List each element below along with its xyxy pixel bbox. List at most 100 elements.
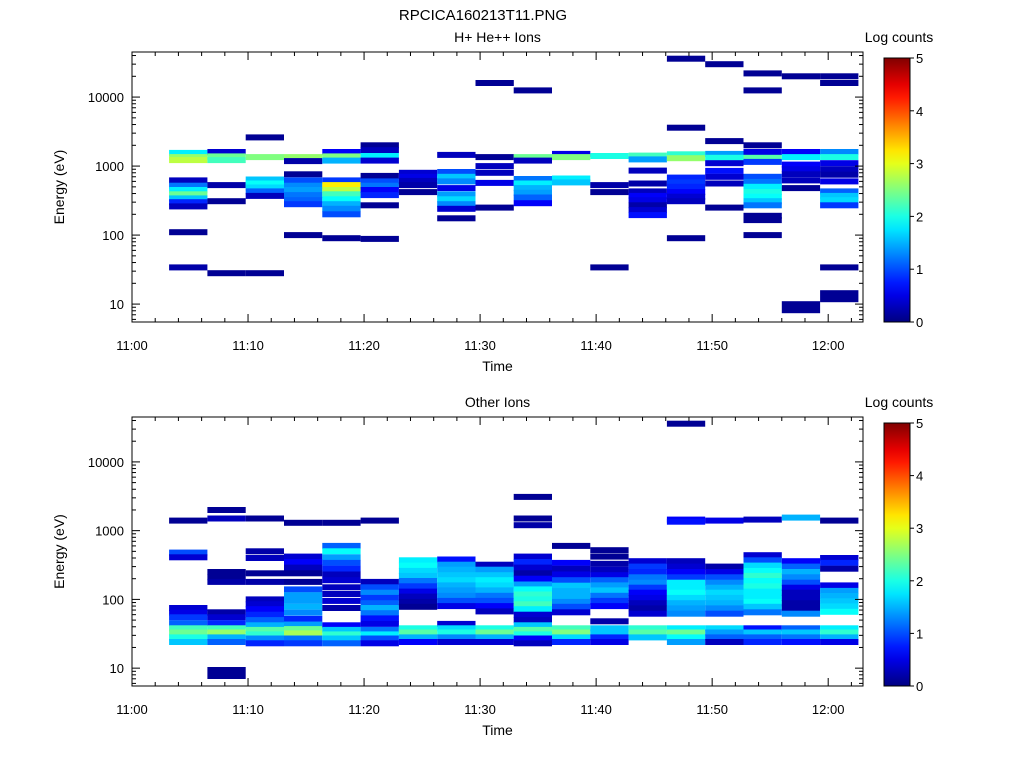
heatmap-cell xyxy=(590,182,629,189)
heatmap-cell xyxy=(360,631,399,638)
heatmap-cell xyxy=(743,578,782,584)
heatmap-cell xyxy=(666,189,706,196)
heatmap-cell xyxy=(743,178,782,185)
heatmap-cell xyxy=(743,567,782,574)
heatmap-cell xyxy=(475,80,514,86)
heatmap-cell xyxy=(245,188,284,195)
heatmap-cell xyxy=(590,264,629,271)
heatmap-cell xyxy=(169,549,208,556)
heatmap-cell xyxy=(513,570,552,577)
heatmap-cell xyxy=(513,564,552,571)
heatmap-cell xyxy=(743,593,782,600)
heatmap-cell xyxy=(666,610,706,617)
heatmap-cell xyxy=(552,639,591,645)
x-tick-label: 11:10 xyxy=(232,702,264,717)
heatmap-cell xyxy=(590,592,629,599)
heatmap-cell xyxy=(169,191,208,198)
heatmap-cell xyxy=(820,555,859,561)
heatmap-cell xyxy=(705,180,744,187)
heatmap-cell xyxy=(360,620,399,627)
heatmap-cell xyxy=(207,639,246,645)
heatmap-cell xyxy=(207,614,246,621)
heatmap-cell xyxy=(475,204,514,211)
heatmap-cell xyxy=(820,565,859,572)
y-tick-label: 10 xyxy=(110,297,124,312)
heatmap-cell xyxy=(666,600,706,607)
heatmap-cell xyxy=(781,563,821,570)
heatmap-cell xyxy=(437,556,476,563)
heatmap-cell xyxy=(475,561,514,568)
heatmap-cell xyxy=(781,177,821,184)
heatmap-cell xyxy=(552,179,591,186)
heatmap-cell xyxy=(245,548,284,555)
x-tick-label: 11:20 xyxy=(348,338,380,353)
heatmap-cell xyxy=(398,182,438,189)
heatmap-cell xyxy=(666,151,706,158)
panel-title: Other Ions xyxy=(465,394,530,410)
heatmap-cell xyxy=(322,196,361,203)
heatmap-cell xyxy=(628,600,667,607)
heatmap-cell xyxy=(398,583,438,590)
heatmap-cell xyxy=(245,611,284,618)
heatmap-cell xyxy=(284,559,323,565)
heatmap-cell xyxy=(513,185,552,192)
x-tick-label: 11:40 xyxy=(580,702,612,717)
heatmap-cell xyxy=(552,154,591,161)
heatmap-cell xyxy=(322,635,361,642)
heatmap-cell xyxy=(284,570,323,577)
heatmap-cell xyxy=(628,605,667,612)
heatmap-cell xyxy=(322,182,361,189)
heatmap-cell xyxy=(628,584,667,591)
x-tick-label: 12:00 xyxy=(812,702,845,717)
heatmap-cell xyxy=(590,625,629,632)
figure-title: RPCICA160213T11.PNG xyxy=(399,7,567,24)
y-axis-label: Energy (eV) xyxy=(51,514,67,589)
heatmap-cell xyxy=(743,142,782,149)
heatmap-cell xyxy=(743,583,782,590)
heatmap-cell xyxy=(475,566,514,573)
heatmap-cell xyxy=(666,574,706,581)
heatmap-cell xyxy=(360,640,399,647)
heatmap-cell xyxy=(284,192,323,199)
plot-frame xyxy=(131,416,864,687)
heatmap-cell xyxy=(360,578,399,585)
heatmap-cell xyxy=(245,622,284,629)
heatmap-cell xyxy=(628,188,667,195)
heatmap-cell xyxy=(169,149,208,156)
heatmap-cell xyxy=(513,515,552,522)
heatmap-cell xyxy=(475,582,514,589)
heatmap-cell xyxy=(705,204,744,211)
heatmap-cell xyxy=(513,591,552,598)
heatmap-cell xyxy=(820,160,859,167)
heatmap-cell xyxy=(820,171,859,178)
heatmap-cell xyxy=(628,212,667,219)
heatmap-cell xyxy=(398,598,438,605)
heatmap-cell xyxy=(513,606,552,613)
heatmap-cell xyxy=(743,634,782,641)
heatmap-cell xyxy=(666,589,706,596)
heatmap-cell xyxy=(245,640,284,647)
heatmap-cell xyxy=(245,176,284,183)
heatmap-cell xyxy=(820,517,859,524)
heatmap-cell xyxy=(322,626,361,633)
heatmap-cell xyxy=(666,193,706,200)
heatmap-cell xyxy=(398,634,438,641)
heatmap-cell xyxy=(705,629,744,636)
heatmap-cell xyxy=(207,569,246,575)
heatmap-cell xyxy=(820,582,859,589)
heatmap-cell xyxy=(245,154,284,161)
heatmap-cell xyxy=(207,182,246,189)
heatmap-cell xyxy=(666,124,706,131)
heatmap-cell xyxy=(245,555,284,561)
heatmap-cell xyxy=(705,594,744,601)
heatmap-cell xyxy=(513,200,552,207)
heatmap-cell xyxy=(169,195,208,202)
heatmap-cell xyxy=(513,631,552,638)
heatmap-cell xyxy=(820,188,859,195)
heatmap-cell xyxy=(552,588,591,595)
heatmap-cell xyxy=(743,154,782,161)
heatmap-cell xyxy=(781,610,821,617)
heatmap-cell xyxy=(552,582,591,589)
heatmap-cell xyxy=(398,578,438,584)
heatmap-cell xyxy=(781,594,821,601)
